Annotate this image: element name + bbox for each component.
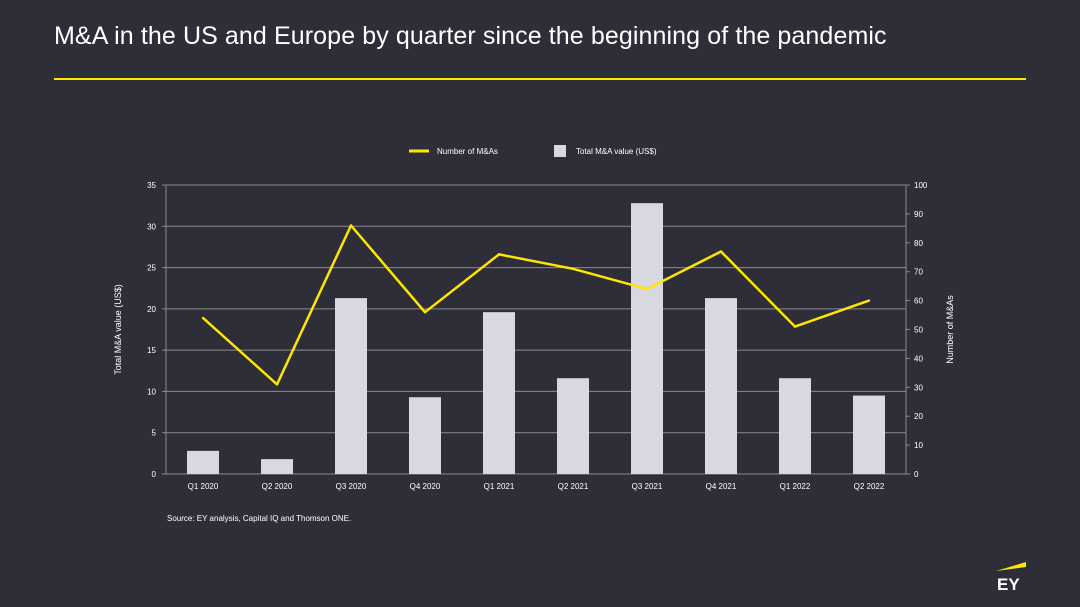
y-right-tick-label: 0 <box>914 470 919 479</box>
y-right-tick-label: 30 <box>914 383 923 392</box>
x-tick-label: Q2 2021 <box>558 482 589 491</box>
x-tick-label: Q2 2022 <box>854 482 885 491</box>
line-point <box>497 253 501 256</box>
logo-beam-icon <box>996 562 1026 571</box>
line-point <box>275 383 279 386</box>
legend-bar-swatch <box>554 145 566 157</box>
source-note: Source: EY analysis, Capital IQ and Thom… <box>167 514 352 523</box>
x-tick-label: Q1 2020 <box>188 482 219 491</box>
y-right-tick-label: 20 <box>914 412 923 421</box>
axes: 0 5 10 15 20 25 30 35 0 10 20 30 40 50 60 70 80 90 100 Q1 2… <box>113 181 955 491</box>
bar <box>335 298 367 474</box>
y-right-tick-label: 100 <box>914 181 928 190</box>
y-left-tick-label: 5 <box>152 429 157 438</box>
line-point <box>201 316 205 320</box>
y-right-tick-label: 50 <box>914 326 923 335</box>
legend: Number of M&As Total M&A value (US$) <box>409 145 657 157</box>
x-tick-label: Q4 2020 <box>410 482 441 491</box>
x-tick-label: Q2 2020 <box>262 482 293 491</box>
bar <box>261 459 293 474</box>
legend-label-line: Number of M&As <box>437 147 498 156</box>
y-right-tick-label: 10 <box>914 441 923 450</box>
y-right-tick-label: 70 <box>914 268 923 277</box>
y-left-tick-label: 15 <box>147 346 156 355</box>
line-point <box>645 287 649 291</box>
y-left-axis-title: Total M&A value (US$) <box>113 284 123 375</box>
x-tick-label: Q3 2021 <box>632 482 663 491</box>
y-right-tick-label: 40 <box>914 354 923 363</box>
line-point <box>571 267 575 271</box>
y-right-tick-label: 80 <box>914 239 923 248</box>
x-tick-label: Q1 2022 <box>780 482 811 491</box>
logo-text: EY <box>997 575 1020 594</box>
bar <box>779 378 811 474</box>
y-left-tick-label: 20 <box>147 305 156 314</box>
page-title: M&A in the US and Europe by quarter sinc… <box>54 22 887 50</box>
line-point <box>793 325 797 328</box>
line-point <box>867 299 871 302</box>
y-right-tick-label: 90 <box>914 210 923 219</box>
y-right-tick-label: 60 <box>914 297 923 306</box>
line-path <box>202 224 870 386</box>
y-left-tick-label: 0 <box>152 470 157 479</box>
y-left-tick-label: 35 <box>147 181 156 190</box>
bar <box>409 397 441 474</box>
line-point <box>719 250 723 253</box>
bar <box>631 203 663 474</box>
line-point <box>349 224 353 227</box>
x-tick-label: Q4 2021 <box>706 482 737 491</box>
y-left-tick-label: 30 <box>147 222 156 231</box>
bar <box>557 378 589 474</box>
bar <box>187 450 219 474</box>
bar <box>853 395 885 474</box>
bar <box>705 298 737 474</box>
legend-label-bar: Total M&A value (US$) <box>576 147 657 156</box>
bar-series <box>187 203 885 474</box>
bar <box>483 312 515 474</box>
y-right-axis-title: Number of M&As <box>945 295 955 364</box>
line-series <box>201 224 871 386</box>
title-divider <box>54 78 1026 80</box>
y-left-tick-label: 10 <box>147 387 156 396</box>
ey-logo: EY <box>994 560 1028 594</box>
x-tick-label: Q1 2021 <box>484 482 515 491</box>
line-point <box>423 310 427 314</box>
y-left-tick-label: 25 <box>147 264 156 273</box>
x-tick-label: Q3 2020 <box>336 482 367 491</box>
